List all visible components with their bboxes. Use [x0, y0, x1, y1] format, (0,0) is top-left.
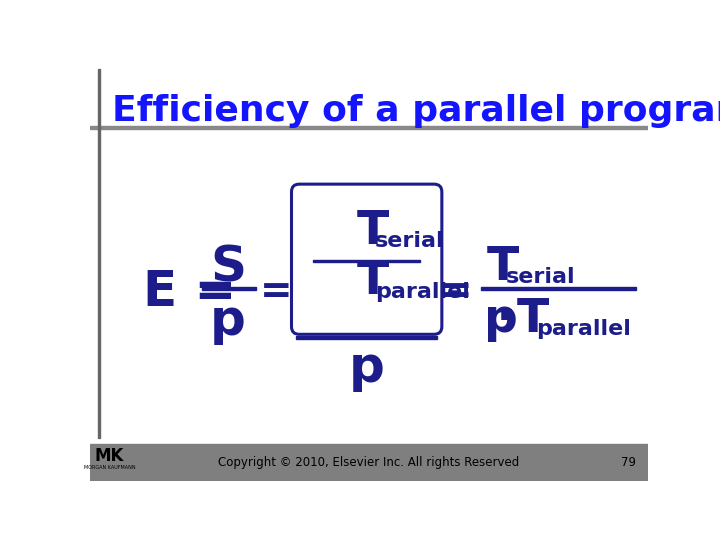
Text: T: T: [517, 297, 549, 342]
Text: =: =: [439, 273, 472, 311]
Text: serial: serial: [375, 231, 445, 251]
FancyBboxPatch shape: [292, 184, 442, 334]
Text: parallel: parallel: [375, 282, 470, 302]
Bar: [313, 260, 420, 262]
Text: MORGAN KAUFMANN: MORGAN KAUFMANN: [84, 465, 135, 470]
Bar: [90, 126, 648, 129]
Text: E =: E =: [143, 268, 236, 316]
Text: parallel: parallel: [536, 319, 631, 339]
Text: p: p: [348, 344, 384, 392]
Text: Efficiency of a parallel program: Efficiency of a parallel program: [112, 94, 720, 128]
Text: ·: ·: [495, 288, 518, 348]
Text: Copyright © 2010, Elsevier Inc. All rights Reserved: Copyright © 2010, Elsevier Inc. All righ…: [218, 456, 520, 469]
Text: p: p: [484, 297, 518, 342]
Text: 79: 79: [621, 456, 636, 469]
Bar: [202, 287, 256, 291]
Text: serial: serial: [505, 267, 575, 287]
Text: MK: MK: [95, 447, 124, 465]
Text: =: =: [260, 273, 292, 311]
Text: T: T: [356, 259, 389, 303]
Bar: [90, 444, 648, 481]
Text: T: T: [356, 210, 389, 254]
Text: p: p: [210, 297, 246, 345]
Text: T: T: [487, 245, 519, 290]
Bar: [296, 336, 437, 339]
Bar: [482, 287, 636, 291]
Bar: [98, 69, 100, 438]
Text: S: S: [210, 244, 246, 291]
